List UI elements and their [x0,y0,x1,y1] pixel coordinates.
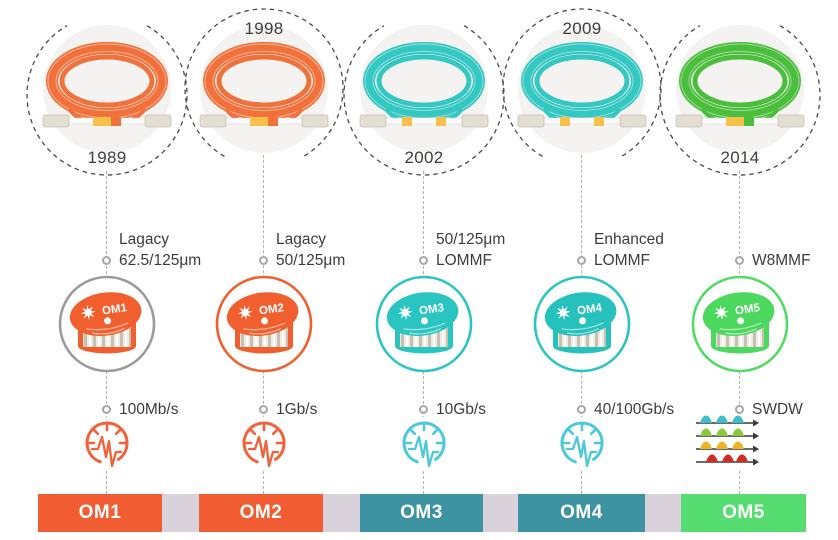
year-label: 1989 [87,148,127,167]
spool-top-disc: OM2 [226,292,299,336]
bar-segment-label: OM5 [722,502,765,523]
lc-connector-left [42,114,70,128]
timeline-column-om5: 2014 W8MMF OM5 SWDW [655,0,825,540]
year-label: 2014 [720,148,760,167]
lc-connector-right [777,114,805,128]
timeline-column-om2: 1998 Lagacy 50/125μm OM2 1Gb/s [179,0,349,540]
fiber-spool-icon: OM1 [58,275,156,373]
wave-row-green [700,428,744,436]
spool-label: OM1 [101,302,128,317]
duplex-cable-body [531,117,633,125]
fiber-spool-icon: OM2 [215,275,313,373]
spool-label: OM3 [418,302,444,317]
cable-clips [560,117,604,126]
speed-label: SWDW [752,401,803,418]
star-icon [397,304,413,321]
spec-bullet [577,256,586,265]
wave-row-red [706,454,748,462]
dashed-circle [184,8,344,157]
spec-label: 50/125μm LOMMF [436,231,506,269]
fiber-patch-cable-photo [675,25,805,153]
lc-connector-left [199,114,227,128]
star-icon [80,304,96,321]
bar-segment-om1: OM1 [38,494,162,532]
cable-center-label [250,117,278,126]
speed-label: 40/100Gb/s [594,401,675,418]
bar-segment-label: OM1 [78,502,122,523]
year-label: 2002 [404,148,444,167]
spec-bullet [259,256,268,265]
spec-label: Enhanced LOMMF [594,231,664,269]
spool-label: OM4 [576,302,603,317]
spool-top-disc: OM1 [69,292,142,336]
wavelength-multiplex-icon [694,414,762,470]
bar-segment-om2: OM2 [199,494,323,532]
cable-coil [46,42,168,124]
speed-label: 10Gb/s [436,401,486,418]
spool-top-disc: OM3 [386,292,459,336]
year-label: 2009 [562,19,602,38]
wave-row-amber [700,441,744,449]
bar-segment-label: OM4 [560,502,603,523]
speed-label: 1Gb/s [276,401,318,418]
fiber-patch-cable-photo [199,25,329,153]
speedometer-icon [556,417,608,469]
lc-connector-right [619,114,647,128]
bar-segment-label: OM2 [239,502,283,523]
cable-clips [402,117,446,126]
lc-connector-right [461,114,489,128]
lc-connector-left [517,114,545,128]
speed-bullet [259,405,268,414]
star-icon [555,304,571,321]
speed-bullet [735,405,744,414]
speed-bullet [419,405,428,414]
timeline-column-om4: 2009 Enhanced LOMMF OM4 40/100Gb [497,0,674,540]
duplex-cable-body [373,117,475,125]
star-icon [713,304,729,321]
spec-bullet [419,256,428,265]
fiber-spool-icon: OM3 [375,275,473,373]
speedometer-icon [81,417,133,469]
bar-segment-om3: OM3 [360,494,483,532]
spool-label: OM5 [734,302,761,317]
om-generation-bar: OM1 OM2 OM3 OM4 OM5 [38,494,806,532]
fiber-patch-cable-photo [42,25,172,153]
bar-segment-label: OM3 [400,502,443,523]
timeline-column-om1: 1989 Lagacy 62.5/125μm OM1 100Mb [22,0,201,540]
star-icon [237,304,253,321]
spec-label: W8MMF [752,252,811,269]
speedometer-icon [238,417,290,469]
lc-connector-right [301,114,329,128]
spec-label: Lagacy 50/125μm [276,231,346,269]
spool-top-disc: OM5 [702,292,775,336]
speed-bullet [102,405,111,414]
fiber-patch-cable-photo [517,25,647,153]
year-label: 1998 [244,19,284,38]
lc-connector-left [675,114,703,128]
cable-coil [203,42,325,124]
timeline-column-om3: 2002 50/125μm LOMMF OM3 10Gb/s [339,0,509,540]
fiber-patch-cable-photo [359,25,489,153]
wave-row-teal [700,415,744,423]
cable-center-label [726,117,754,126]
spool-top-disc: OM4 [544,292,617,336]
spec-bullet [102,256,111,265]
spool-label: OM2 [258,302,284,317]
bar-segment-om5: OM5 [681,494,806,532]
cable-center-label [93,117,121,126]
lc-connector-left [359,114,387,128]
speedometer-icon [398,417,450,469]
dashed-circle [502,8,662,157]
fiber-spool-icon: OM4 [533,275,631,373]
bar-segment-om4: OM4 [518,494,645,532]
speed-bullet [577,405,586,414]
fiber-spool-icon: OM5 [691,275,789,373]
spec-label: Lagacy 62.5/125μm [119,231,202,269]
lc-connector-right [144,114,172,128]
spec-bullet [735,256,744,265]
wave-arrowheads [753,419,759,466]
speed-label: 100Mb/s [119,401,179,418]
